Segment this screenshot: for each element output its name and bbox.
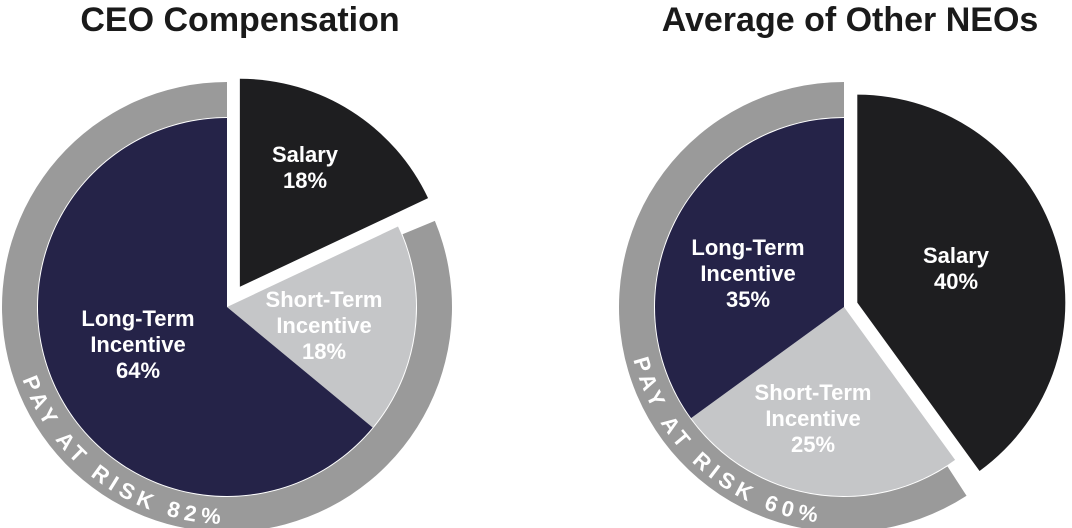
slice-label-salary: Salary 40% <box>923 243 990 294</box>
chart-title-ceo-compensation: CEO Compensation <box>80 1 400 39</box>
pay-at-risk-ring <box>619 82 967 528</box>
pie-slice-salary <box>239 78 429 287</box>
pie-slice-short-term-incentive <box>691 307 956 496</box>
pie-slice-short-term-incentive <box>227 226 416 428</box>
slice-label-short-term-incentive: Short-Term Incentive 25% <box>755 380 872 457</box>
slice-label-long-term-incentive: Long-Term Incentive 64% <box>81 306 194 383</box>
slice-label-short-term-incentive: Short-Term Incentive 18% <box>266 287 383 364</box>
slice-label-long-term-incentive: Long-Term Incentive 35% <box>691 235 804 312</box>
slice-label-salary: Salary 18% <box>272 142 339 193</box>
pie-slice-salary <box>857 94 1066 471</box>
pie-slice-long-term-incentive <box>38 118 373 496</box>
pie-slice-long-term-incentive <box>655 118 844 419</box>
chart-title-average-other-neos: Average of Other NEOs <box>661 1 1039 39</box>
